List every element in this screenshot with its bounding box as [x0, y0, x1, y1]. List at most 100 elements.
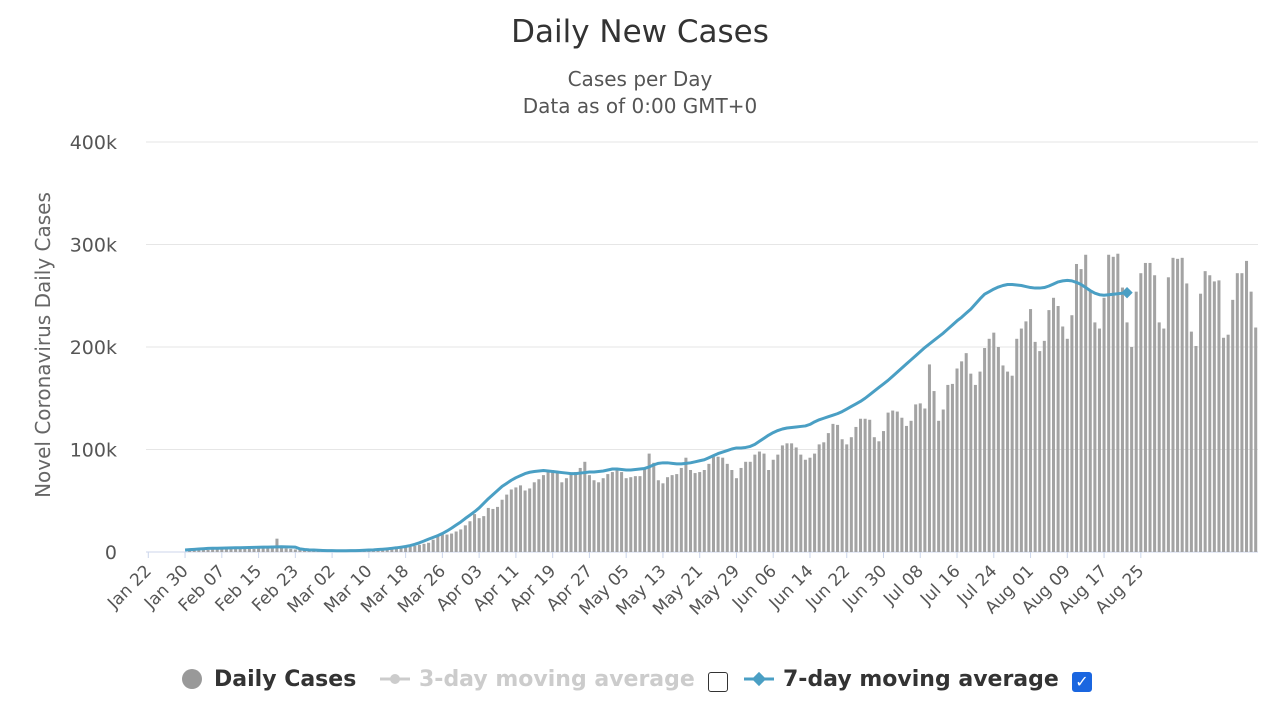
bar-daily-cases: [757, 451, 761, 552]
bar-daily-cases: [252, 548, 256, 552]
bar-daily-cases: [541, 475, 545, 553]
bar-daily-cases: [280, 546, 284, 553]
bar-daily-cases: [431, 539, 435, 552]
bar-daily-cases: [996, 347, 1000, 552]
bar-daily-cases: [946, 384, 950, 552]
bar-daily-cases: [1212, 281, 1216, 552]
bar-daily-cases: [1157, 322, 1161, 552]
bar-daily-cases: [849, 437, 853, 552]
bar-daily-cases: [955, 368, 959, 552]
bar-daily-cases: [629, 477, 633, 552]
bar-daily-cases: [973, 384, 977, 552]
bar-daily-cases: [950, 383, 954, 552]
bar-daily-cases: [643, 467, 647, 552]
bar-daily-cases: [509, 489, 513, 552]
bar-daily-cases: [234, 548, 238, 552]
bar-daily-cases: [799, 454, 803, 553]
legend-item-3day-average[interactable]: 3-day moving average: [380, 662, 695, 696]
bar-daily-cases: [1029, 309, 1033, 552]
bar-daily-cases: [1235, 273, 1239, 552]
bar-daily-cases: [1061, 326, 1065, 552]
bar-daily-cases: [491, 508, 495, 552]
bar-daily-cases: [564, 478, 568, 552]
bar-daily-cases: [1194, 345, 1198, 552]
y-axis-title: Novel Coronavirus Daily Cases: [31, 192, 55, 498]
bar-daily-cases: [1185, 283, 1189, 552]
bar-daily-cases: [454, 531, 458, 552]
bar-daily-cases: [1208, 275, 1212, 552]
bar-daily-cases: [1249, 291, 1253, 552]
bar-daily-cases: [569, 474, 573, 552]
bar-daily-cases: [537, 479, 541, 552]
bar-daily-cases: [574, 472, 578, 552]
bar-daily-cases: [1088, 290, 1092, 553]
bar-daily-cases: [1125, 322, 1129, 552]
bar-daily-cases: [514, 487, 518, 552]
bar-daily-cases: [201, 549, 205, 552]
bar-daily-cases: [298, 549, 302, 552]
bar-daily-cases: [436, 536, 440, 553]
bar-daily-cases: [211, 549, 215, 552]
legend-label-7day-average: 7-day moving average: [783, 666, 1059, 692]
chart-subtitle-date: Data as of 0:00 GMT+0: [522, 94, 758, 118]
bar-daily-cases: [284, 548, 288, 552]
bar-daily-cases: [859, 418, 863, 552]
bar-daily-cases: [1240, 273, 1244, 552]
bar-daily-cases: [711, 456, 715, 552]
bar-daily-cases: [840, 439, 844, 552]
bar-daily-cases: [689, 470, 693, 552]
bar-daily-cases: [610, 472, 614, 552]
legend-item-7day-average[interactable]: 7-day moving average: [744, 662, 1059, 696]
bar-daily-cases: [748, 461, 752, 552]
bar-daily-cases: [1199, 293, 1203, 552]
bar-daily-cases: [1189, 331, 1193, 553]
bar-daily-cases: [693, 473, 697, 552]
bar-daily-cases: [1079, 269, 1083, 552]
bar-daily-cases: [679, 467, 683, 552]
bar-daily-cases: [785, 443, 789, 552]
bar-daily-cases: [776, 454, 780, 553]
bar-daily-cases: [518, 485, 523, 553]
bar-daily-cases: [983, 348, 987, 552]
bar-daily-cases: [909, 420, 913, 552]
bar-daily-cases: [918, 403, 922, 553]
checkmark-icon: ✓: [1075, 672, 1089, 691]
bar-daily-cases: [394, 548, 398, 552]
bar-daily-cases: [780, 445, 784, 552]
bar-daily-cases: [1226, 334, 1230, 552]
bar-daily-cases: [560, 482, 564, 552]
bar-daily-cases: [992, 332, 996, 552]
bar-daily-cases: [854, 426, 858, 552]
bar-daily-cases: [1033, 341, 1037, 553]
bar-daily-cases: [845, 444, 849, 553]
bar-daily-cases: [652, 462, 656, 552]
checkbox-3day-average[interactable]: [708, 672, 728, 692]
bar-daily-cases: [270, 547, 274, 552]
bar-daily-cases: [725, 463, 729, 552]
bar-daily-cases: [817, 444, 821, 553]
bar-daily-cases: [964, 353, 968, 552]
bar-daily-cases: [937, 420, 941, 552]
bar-daily-cases: [583, 461, 587, 552]
bar-daily-cases: [891, 410, 895, 552]
legend-item-daily-cases[interactable]: Daily Cases: [180, 662, 356, 696]
bar-daily-cases: [601, 478, 605, 552]
bar-daily-cases: [868, 419, 872, 552]
bar-daily-cases: [1010, 375, 1014, 552]
bar-daily-cases: [1116, 253, 1120, 552]
bar-daily-cases: [895, 411, 899, 552]
bar-daily-cases: [923, 408, 927, 552]
bar-daily-cases: [243, 548, 247, 552]
bar-daily-cases: [408, 546, 412, 553]
bar-daily-cases: [1203, 271, 1207, 552]
checkbox-7day-average[interactable]: ✓: [1072, 672, 1092, 692]
y-tick-label: 400k: [70, 132, 117, 154]
bar-daily-cases: [390, 548, 394, 552]
bar-daily-cases: [1217, 280, 1221, 553]
bar-daily-cases: [932, 391, 936, 552]
bar-daily-cases: [238, 547, 242, 552]
bar-daily-cases: [417, 544, 421, 552]
bar-daily-cases: [666, 477, 670, 552]
bar-daily-cases: [978, 371, 982, 552]
bar-daily-cases: [1134, 291, 1138, 552]
